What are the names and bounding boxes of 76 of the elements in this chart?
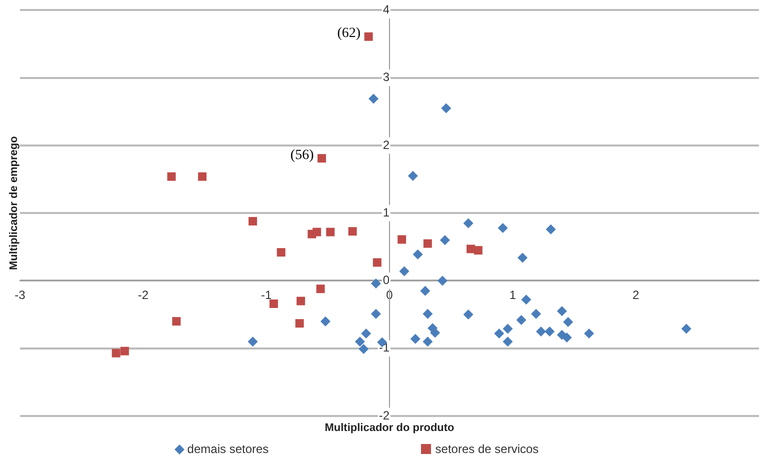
y-tick-label: -1 — [378, 340, 390, 355]
point — [368, 94, 378, 104]
point — [518, 252, 528, 263]
legend-label: setores de servicos — [435, 442, 539, 456]
point — [399, 266, 410, 276]
point — [563, 316, 574, 327]
point — [269, 299, 278, 308]
annotation: (62) — [337, 26, 361, 42]
x-tick-label: -2 — [138, 288, 149, 302]
point — [584, 328, 594, 338]
x-tick-label: 2 — [632, 288, 640, 302]
point — [502, 324, 513, 334]
point — [320, 316, 330, 326]
point — [198, 172, 207, 181]
point — [112, 348, 120, 358]
point — [120, 346, 129, 356]
point — [318, 154, 326, 163]
point — [502, 336, 513, 347]
point — [370, 278, 381, 288]
point — [372, 258, 382, 267]
y-tick-label: -2 — [378, 408, 390, 422]
point — [516, 314, 526, 325]
point — [430, 328, 440, 338]
point — [410, 334, 420, 344]
y-tick-label: 2 — [382, 138, 390, 152]
point — [420, 286, 430, 296]
point — [361, 328, 372, 338]
point — [440, 235, 450, 246]
point — [521, 294, 532, 305]
point — [531, 308, 542, 319]
x-tick-label: -3 — [14, 288, 26, 302]
point — [463, 218, 474, 228]
y-tick-label: 1 — [382, 205, 390, 220]
point — [248, 216, 258, 226]
point — [498, 222, 508, 233]
point — [681, 324, 692, 334]
point — [422, 308, 433, 319]
point — [348, 227, 357, 236]
y-tick-label: 0 — [382, 273, 390, 288]
point — [354, 336, 365, 347]
point — [423, 239, 432, 248]
point — [276, 248, 286, 257]
point — [398, 235, 406, 244]
point — [544, 326, 555, 336]
point — [437, 276, 448, 286]
point — [546, 224, 556, 234]
point — [296, 296, 306, 306]
point — [463, 310, 474, 320]
point — [358, 344, 369, 354]
point — [167, 172, 176, 181]
x-tick-label: -1 — [260, 288, 272, 302]
point — [312, 228, 322, 236]
point — [441, 103, 452, 114]
point — [326, 228, 335, 236]
legend-label: demais setores — [187, 442, 269, 456]
point — [172, 317, 181, 326]
point — [562, 332, 572, 343]
point — [422, 336, 433, 347]
point — [316, 284, 325, 294]
annotation: (56) — [290, 148, 314, 163]
point — [408, 170, 418, 181]
point — [364, 32, 373, 41]
y-axis-title: Multiplicador de emprego — [8, 136, 20, 270]
point — [494, 328, 504, 338]
point — [370, 308, 381, 319]
x-tick-label: 1 — [509, 288, 516, 302]
point — [466, 244, 476, 254]
point — [248, 336, 258, 347]
point — [295, 319, 304, 328]
point — [412, 249, 423, 260]
point — [536, 326, 546, 336]
point — [556, 306, 567, 316]
point — [474, 246, 482, 255]
x-axis-title: Multiplicador do produto — [324, 422, 455, 434]
y-tick-label: 3 — [382, 70, 390, 84]
y-tick-label: 4 — [382, 2, 390, 17]
